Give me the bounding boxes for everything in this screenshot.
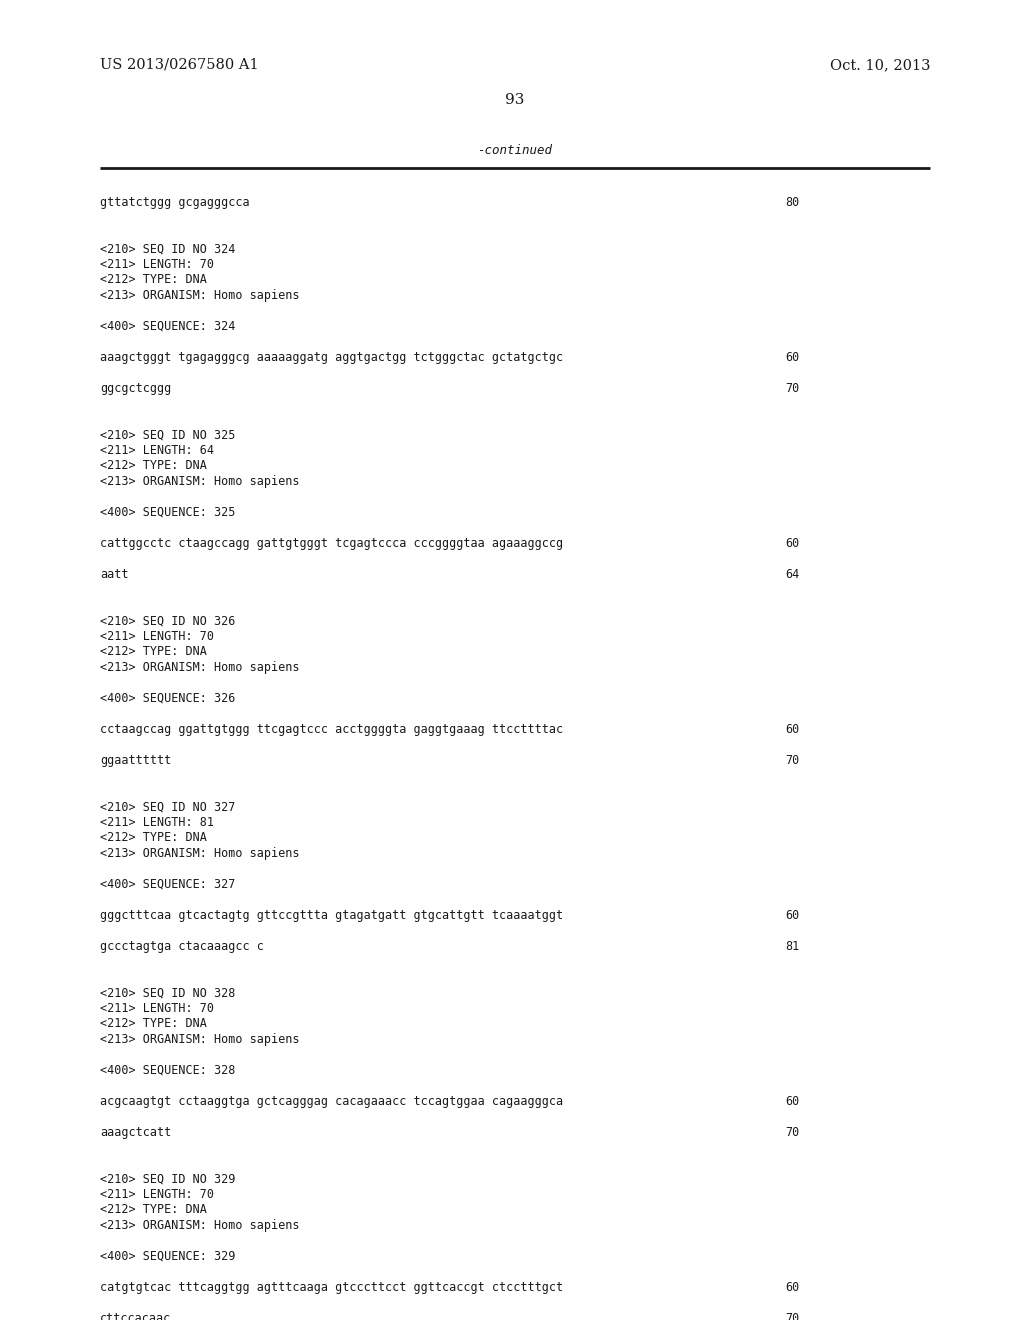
Text: 60: 60 <box>785 909 800 921</box>
Text: 60: 60 <box>785 723 800 737</box>
Text: <212> TYPE: DNA: <212> TYPE: DNA <box>100 1204 207 1217</box>
Text: 60: 60 <box>785 351 800 364</box>
Text: <400> SEQUENCE: 324: <400> SEQUENCE: 324 <box>100 319 236 333</box>
Text: gccctagtga ctacaaagcc c: gccctagtga ctacaaagcc c <box>100 940 264 953</box>
Text: <213> ORGANISM: Homo sapiens: <213> ORGANISM: Homo sapiens <box>100 847 299 861</box>
Text: <400> SEQUENCE: 326: <400> SEQUENCE: 326 <box>100 692 236 705</box>
Text: <400> SEQUENCE: 327: <400> SEQUENCE: 327 <box>100 878 236 891</box>
Text: aaagctgggt tgagagggcg aaaaaggatg aggtgactgg tctgggctac gctatgctgc: aaagctgggt tgagagggcg aaaaaggatg aggtgac… <box>100 351 563 364</box>
Text: aatt: aatt <box>100 568 128 581</box>
Text: 70: 70 <box>785 754 800 767</box>
Text: <211> LENGTH: 70: <211> LENGTH: 70 <box>100 257 214 271</box>
Text: gggctttcaa gtcactagtg gttccgttta gtagatgatt gtgcattgtt tcaaaatggt: gggctttcaa gtcactagtg gttccgttta gtagatg… <box>100 909 563 921</box>
Text: <213> ORGANISM: Homo sapiens: <213> ORGANISM: Homo sapiens <box>100 475 299 488</box>
Text: Oct. 10, 2013: Oct. 10, 2013 <box>829 58 930 73</box>
Text: aaagctcatt: aaagctcatt <box>100 1126 171 1139</box>
Text: <210> SEQ ID NO 329: <210> SEQ ID NO 329 <box>100 1172 236 1185</box>
Text: <212> TYPE: DNA: <212> TYPE: DNA <box>100 832 207 845</box>
Text: <213> ORGANISM: Homo sapiens: <213> ORGANISM: Homo sapiens <box>100 1034 299 1045</box>
Text: <210> SEQ ID NO 324: <210> SEQ ID NO 324 <box>100 243 236 256</box>
Text: 60: 60 <box>785 1096 800 1107</box>
Text: <210> SEQ ID NO 325: <210> SEQ ID NO 325 <box>100 429 236 441</box>
Text: 70: 70 <box>785 381 800 395</box>
Text: ggaatttttt: ggaatttttt <box>100 754 171 767</box>
Text: 64: 64 <box>785 568 800 581</box>
Text: <212> TYPE: DNA: <212> TYPE: DNA <box>100 273 207 286</box>
Text: 60: 60 <box>785 1280 800 1294</box>
Text: <213> ORGANISM: Homo sapiens: <213> ORGANISM: Homo sapiens <box>100 661 299 675</box>
Text: <211> LENGTH: 81: <211> LENGTH: 81 <box>100 816 214 829</box>
Text: acgcaagtgt cctaaggtga gctcagggag cacagaaacc tccagtggaa cagaagggca: acgcaagtgt cctaaggtga gctcagggag cacagaa… <box>100 1096 563 1107</box>
Text: <211> LENGTH: 70: <211> LENGTH: 70 <box>100 1002 214 1015</box>
Text: <400> SEQUENCE: 329: <400> SEQUENCE: 329 <box>100 1250 236 1263</box>
Text: ggcgctcggg: ggcgctcggg <box>100 381 171 395</box>
Text: cttccacaac: cttccacaac <box>100 1312 171 1320</box>
Text: 70: 70 <box>785 1126 800 1139</box>
Text: catgtgtcac tttcaggtgg agtttcaaga gtcccttcct ggttcaccgt ctcctttgct: catgtgtcac tttcaggtgg agtttcaaga gtccctt… <box>100 1280 563 1294</box>
Text: 80: 80 <box>785 195 800 209</box>
Text: <213> ORGANISM: Homo sapiens: <213> ORGANISM: Homo sapiens <box>100 289 299 302</box>
Text: <212> TYPE: DNA: <212> TYPE: DNA <box>100 645 207 659</box>
Text: 93: 93 <box>505 92 524 107</box>
Text: <212> TYPE: DNA: <212> TYPE: DNA <box>100 1018 207 1031</box>
Text: <211> LENGTH: 70: <211> LENGTH: 70 <box>100 1188 214 1201</box>
Text: 70: 70 <box>785 1312 800 1320</box>
Text: cctaagccag ggattgtggg ttcgagtccc acctggggta gaggtgaaag ttccttttac: cctaagccag ggattgtggg ttcgagtccc acctggg… <box>100 723 563 737</box>
Text: <400> SEQUENCE: 328: <400> SEQUENCE: 328 <box>100 1064 236 1077</box>
Text: US 2013/0267580 A1: US 2013/0267580 A1 <box>100 58 259 73</box>
Text: cattggcctc ctaagccagg gattgtgggt tcgagtccca cccggggtaa agaaaggccg: cattggcctc ctaagccagg gattgtgggt tcgagtc… <box>100 537 563 550</box>
Text: 60: 60 <box>785 537 800 550</box>
Text: <210> SEQ ID NO 327: <210> SEQ ID NO 327 <box>100 800 236 813</box>
Text: -continued: -continued <box>477 144 553 157</box>
Text: <213> ORGANISM: Homo sapiens: <213> ORGANISM: Homo sapiens <box>100 1218 299 1232</box>
Text: <210> SEQ ID NO 328: <210> SEQ ID NO 328 <box>100 986 236 999</box>
Text: 81: 81 <box>785 940 800 953</box>
Text: <211> LENGTH: 64: <211> LENGTH: 64 <box>100 444 214 457</box>
Text: <400> SEQUENCE: 325: <400> SEQUENCE: 325 <box>100 506 236 519</box>
Text: <210> SEQ ID NO 326: <210> SEQ ID NO 326 <box>100 615 236 627</box>
Text: gttatctggg gcgagggcca: gttatctggg gcgagggcca <box>100 195 250 209</box>
Text: <211> LENGTH: 70: <211> LENGTH: 70 <box>100 630 214 643</box>
Text: <212> TYPE: DNA: <212> TYPE: DNA <box>100 459 207 473</box>
